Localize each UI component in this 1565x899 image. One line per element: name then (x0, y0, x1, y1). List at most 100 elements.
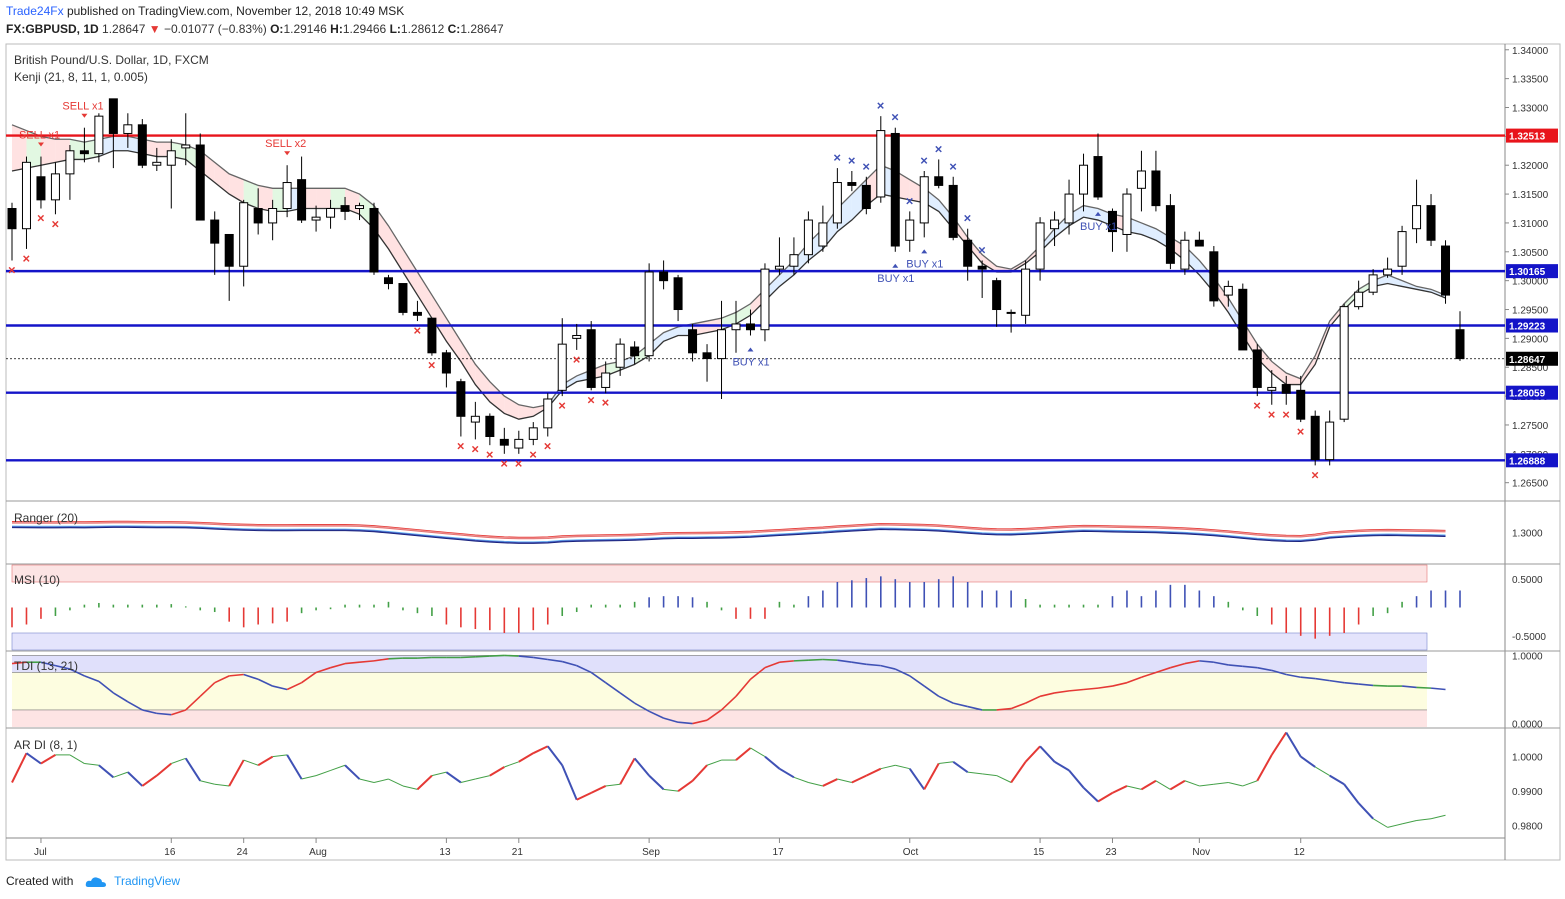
ardi-title: AR DI (8, 1) (14, 738, 77, 752)
tdi-line-segment (1141, 671, 1157, 678)
ardi-line-segment (822, 778, 838, 787)
band-cloud (113, 136, 128, 151)
up-candle (1035, 222, 1045, 270)
y-tick-label: 0.9800 (1512, 822, 1543, 833)
down-candle (586, 329, 596, 388)
buy-cross-mark: × (833, 150, 841, 165)
ardi-line-segment (1314, 766, 1330, 777)
ardi-line-segment (837, 778, 852, 783)
ardi-line-segment (1285, 731, 1302, 758)
tdi-line-segment (576, 664, 592, 674)
down-candle (1238, 288, 1248, 351)
ardi-line-segment (1155, 780, 1171, 790)
tdi-line-segment (286, 681, 302, 691)
ardi-line-segment (445, 771, 462, 784)
tdi-line-segment (851, 661, 867, 666)
y-tick-label: 1.0000 (1512, 651, 1543, 662)
level-tag-label: 1.26888 (1509, 456, 1546, 467)
ardi-line-segment (938, 761, 954, 765)
x-tick-label: 17 (772, 847, 784, 858)
ardi-line-segment (908, 768, 926, 790)
band-cloud (316, 188, 331, 209)
close-value: 1.28647 (460, 22, 504, 36)
ardi-line-segment (504, 761, 519, 768)
level-tag-label: 1.30165 (1509, 267, 1546, 278)
tdi-middle-zone (12, 672, 1427, 710)
ardi-line-segment (952, 760, 969, 773)
tradingview-link[interactable]: TradingView (114, 874, 181, 888)
up-candle (50, 173, 60, 201)
up-candle (789, 254, 799, 267)
tdi-line-segment (735, 678, 752, 697)
ardi-line-segment (1329, 774, 1345, 786)
tdi-line-segment (634, 702, 650, 713)
down-candle (861, 184, 871, 210)
y-tick-label: 1.33000 (1512, 103, 1549, 114)
ranger-line (11, 526, 1446, 544)
ardi-line-segment (982, 773, 997, 777)
tdi-line-segment (388, 657, 403, 660)
tdi-line-segment (156, 712, 172, 716)
up-candle (355, 205, 365, 210)
down-candle (847, 182, 857, 186)
tdi-line-segment (185, 695, 201, 711)
tdi-line-segment (953, 702, 968, 708)
down-candle (383, 277, 393, 285)
symbol-label: FX:GBPUSD, 1D (6, 22, 99, 36)
publish-line: Trade24Fx published on TradingView.com, … (6, 4, 404, 18)
ardi-line-segment (84, 763, 99, 766)
tdi-line-segment (1329, 679, 1345, 684)
sell-cross-mark: × (37, 211, 45, 226)
up-candle (21, 161, 31, 230)
ardi-line-segment (1169, 779, 1186, 791)
down-candle (688, 329, 698, 354)
tdi-line-segment (678, 721, 693, 725)
down-candle (890, 132, 900, 247)
buy-cross-mark: × (906, 193, 914, 208)
sell-arrow-icon (37, 142, 44, 147)
band-cloud (1083, 205, 1098, 221)
tdi-line-segment (1112, 681, 1128, 687)
tdi-line-segment (533, 656, 548, 661)
down-candle (1310, 415, 1320, 461)
tdi-line-segment (518, 655, 534, 659)
up-candle (717, 329, 727, 360)
ardi-line-segment (373, 778, 389, 783)
tdi-line-segment (1300, 676, 1316, 680)
ardi-line-segment (1357, 802, 1374, 820)
tdi-line-segment (272, 685, 288, 691)
ardi-line-segment (416, 774, 433, 791)
band-cloud (243, 179, 259, 209)
brand-name[interactable]: Trade24Fx (6, 4, 64, 18)
y-tick-label: 0.0000 (1512, 720, 1543, 731)
ranger-line (11, 520, 1446, 538)
tdi-line-segment (1155, 666, 1171, 674)
ardi-line-segment (1199, 783, 1214, 787)
ardi-line-segment (648, 774, 665, 791)
tdi-line-segment (1271, 669, 1287, 676)
tdi-line-segment (1126, 676, 1142, 684)
up-candle (760, 268, 770, 331)
msi-lower-zone (11, 632, 1428, 651)
up-candle (268, 208, 278, 224)
close-label: C: (447, 22, 461, 36)
level-tag (1506, 385, 1558, 400)
y-tick-label: -0.5000 (1512, 632, 1546, 643)
ardi-line-segment (69, 754, 85, 764)
band-cloud (1286, 373, 1301, 385)
buy-cross-mark: × (964, 211, 972, 226)
buy-cross-mark: × (848, 153, 856, 168)
ardi-line-segment (1270, 731, 1288, 756)
down-candle (36, 176, 46, 201)
tdi-line-segment (315, 666, 331, 674)
tdi-line-segment (793, 659, 809, 662)
ardi-line-segment (431, 771, 447, 777)
up-candle (470, 415, 480, 423)
down-candle (412, 311, 422, 316)
tdi-pane: 1.0000 0.0000 TDI (13, 21) (11, 651, 1543, 731)
band-cloud (431, 295, 447, 342)
tdi-line-segment (590, 671, 607, 684)
down-candle (297, 179, 307, 221)
ardi-line-segment (895, 764, 910, 770)
